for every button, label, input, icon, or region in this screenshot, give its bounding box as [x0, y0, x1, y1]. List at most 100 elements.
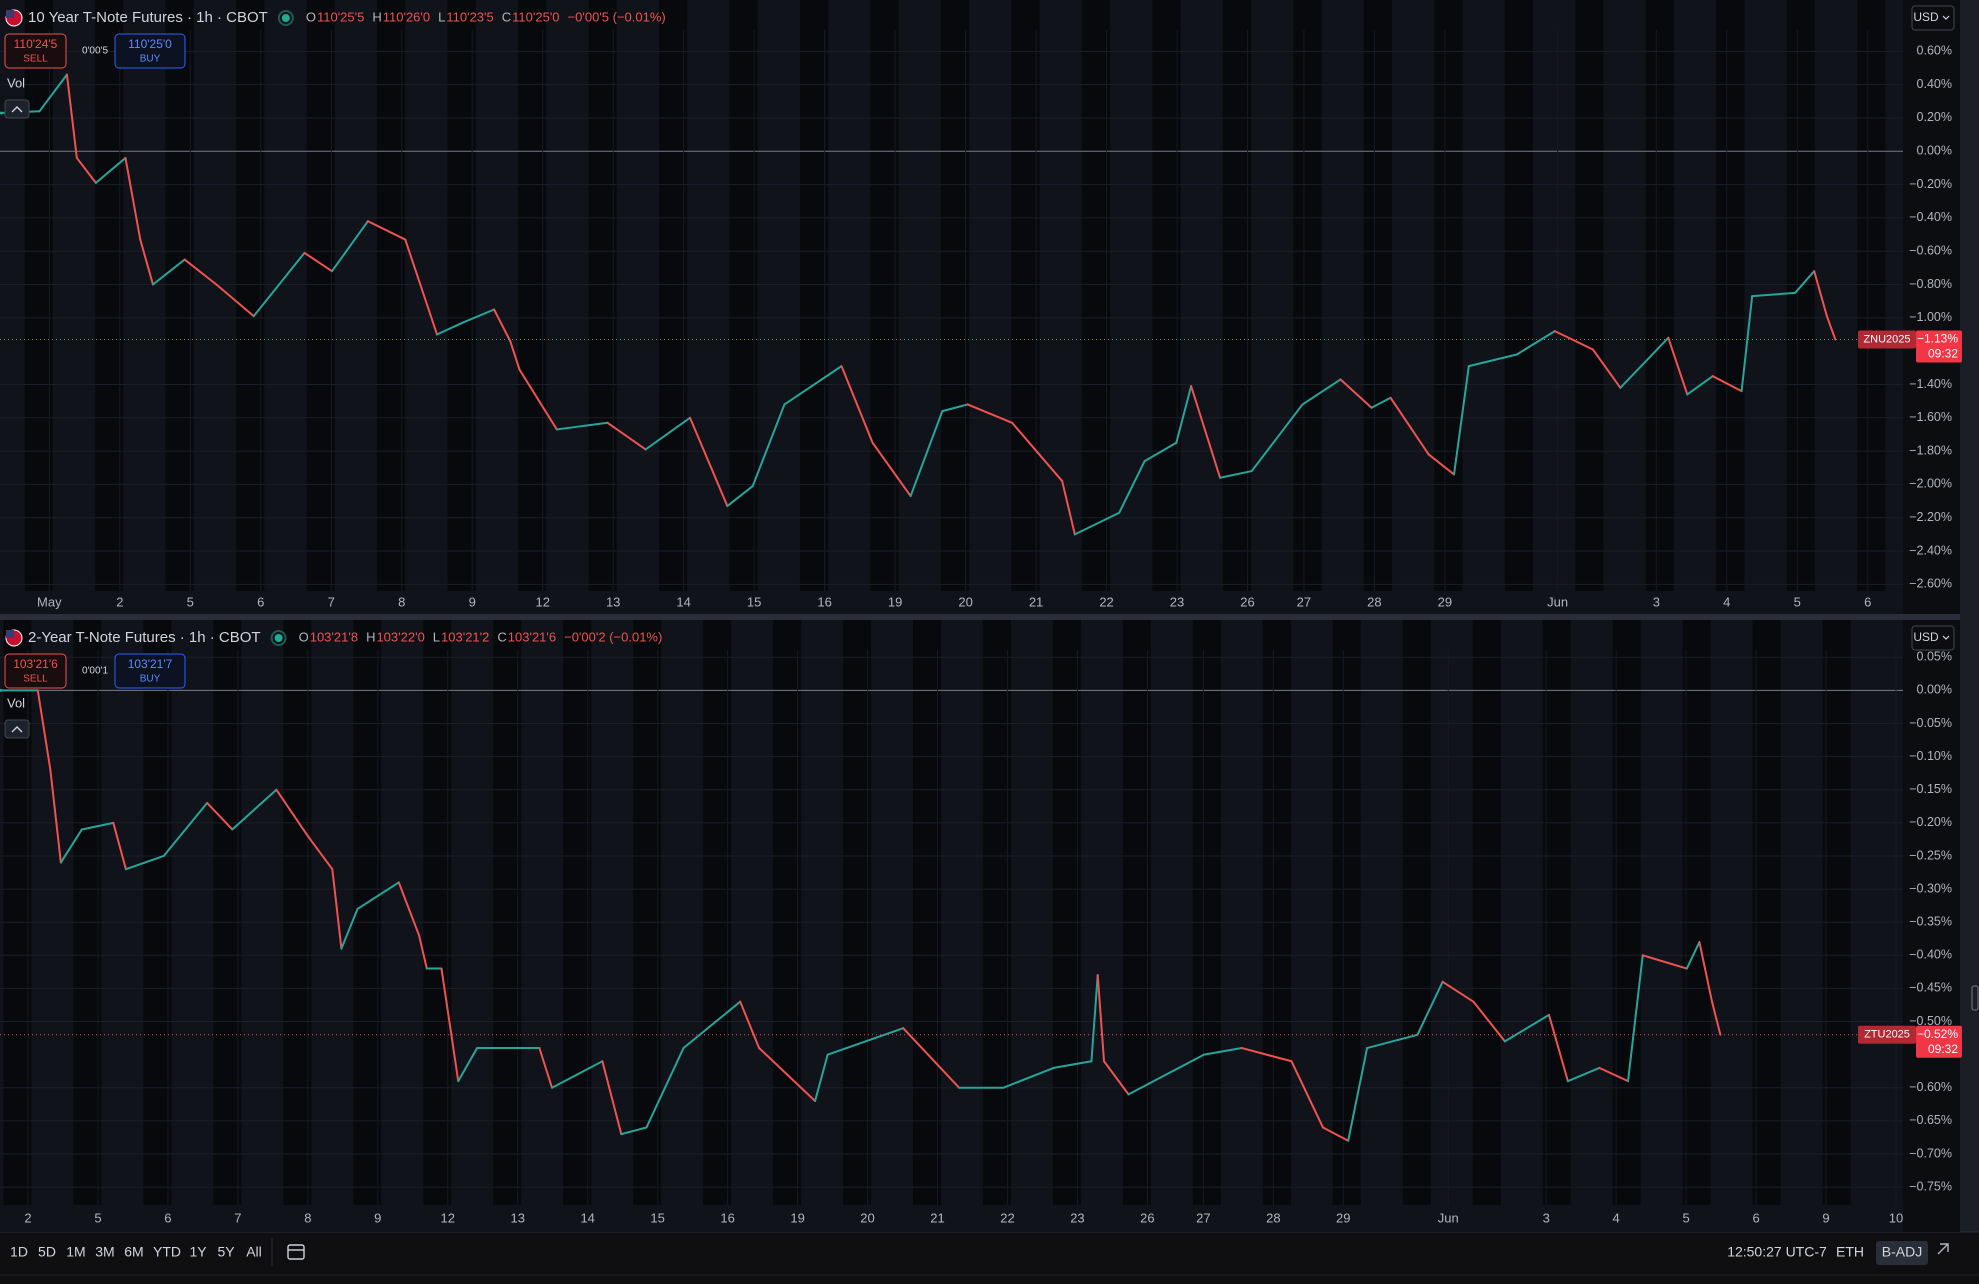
x-tick-label: 13	[510, 1210, 524, 1225]
adjustment-button[interactable]	[1876, 1241, 1928, 1265]
session-band	[1645, 0, 1674, 591]
session-band	[24, 0, 53, 591]
collapse-chevron	[11, 726, 23, 733]
price-segment	[183, 258, 218, 286]
status-dot	[274, 634, 283, 642]
y-tick-label: −0.45%	[1909, 981, 1952, 995]
expand-icon[interactable]	[1937, 1243, 1949, 1255]
price-segment	[1370, 396, 1392, 409]
symbol-title[interactable]: 2-Year T-Note Futures · 1h · CBOT	[28, 629, 261, 646]
collapse-button[interactable]	[4, 99, 30, 119]
price-segment	[1127, 1053, 1206, 1096]
x-tick-label: 29	[1336, 1210, 1350, 1225]
session-band	[1786, 0, 1815, 591]
collapse-button[interactable]	[4, 719, 30, 739]
session-band	[1192, 620, 1221, 1205]
price-segment	[1219, 470, 1253, 479]
range-button[interactable]: 6M	[124, 1244, 143, 1260]
price-segment	[1240, 1047, 1293, 1063]
bar-countdown: 09:32	[1928, 347, 1958, 361]
session-band	[1011, 0, 1040, 591]
x-tick-label: 3	[1543, 1210, 1550, 1225]
range-button[interactable]: 1M	[66, 1244, 85, 1260]
x-tick-label: 23	[1170, 594, 1184, 609]
session-band	[1752, 620, 1781, 1205]
session-band	[633, 620, 662, 1205]
x-tick-label: 7	[234, 1210, 241, 1225]
session-band	[283, 620, 312, 1205]
buy-price: 110'25'0	[128, 37, 172, 51]
adjustment-label[interactable]: B-ADJ	[1882, 1244, 1922, 1260]
y-tick-label: −0.40%	[1909, 210, 1952, 224]
price-segment	[330, 220, 369, 273]
range-button[interactable]: YTD	[153, 1244, 181, 1260]
range-button[interactable]: 3M	[95, 1244, 114, 1260]
buy-price: 103'21'7	[128, 657, 173, 671]
buy-button[interactable]	[114, 33, 186, 69]
price-segment	[440, 967, 460, 1083]
scroll-handle[interactable]	[1971, 985, 1979, 1011]
session-band	[95, 0, 124, 591]
price-segment	[1591, 348, 1622, 389]
symbol-tag-label: ZTU2025	[1864, 1029, 1910, 1041]
sell-price: 110'24'5	[14, 37, 58, 51]
price-segment	[682, 1000, 742, 1050]
flag-canton	[6, 630, 14, 638]
y-tick-label: −1.60%	[1909, 410, 1952, 424]
price-segment	[366, 220, 407, 241]
price-segment	[1366, 1033, 1419, 1050]
session-band	[1716, 0, 1745, 591]
sell-button[interactable]	[4, 653, 67, 689]
price-segment	[606, 421, 647, 451]
price-segment	[1175, 385, 1193, 444]
symbol-title[interactable]: 10 Year T-Note Futures · 1h · CBOT	[28, 9, 268, 26]
ohlc-value: 110'25'0	[512, 9, 559, 24]
range-button[interactable]: 5Y	[217, 1244, 235, 1260]
x-tick-label: 2	[116, 594, 123, 609]
pane	[0, 620, 1903, 1232]
x-tick-label: 9	[374, 1210, 381, 1225]
sell-button[interactable]	[4, 33, 67, 69]
price-segment	[1389, 396, 1430, 456]
x-tick-label: 19	[888, 594, 902, 609]
volume-label: Vol	[7, 75, 25, 90]
range-button[interactable]: 5D	[38, 1244, 56, 1260]
price-segment	[418, 934, 428, 970]
price-segment	[840, 365, 874, 444]
last-price-tag	[1916, 1025, 1962, 1058]
y-tick-label: −0.25%	[1909, 848, 1952, 862]
goto-date-icon[interactable]	[287, 1244, 305, 1260]
range-button[interactable]: 1Y	[189, 1244, 207, 1260]
session-toggle[interactable]: ETH	[1836, 1244, 1864, 1260]
session-band	[236, 0, 265, 591]
price-segment	[645, 1047, 685, 1129]
x-tick-label: 6	[164, 1210, 171, 1225]
buy-button[interactable]	[114, 653, 186, 689]
x-tick-label: 7	[328, 594, 335, 609]
currency-button[interactable]	[1911, 625, 1955, 651]
x-tick-label: 5	[1682, 1210, 1689, 1225]
price-segment	[404, 238, 438, 336]
price-segment	[206, 801, 234, 831]
price-segment	[751, 403, 786, 488]
price-segment	[1090, 974, 1099, 1063]
price-axis	[1903, 620, 1960, 1232]
currency-button[interactable]	[1911, 5, 1955, 31]
price-segment	[1103, 1060, 1130, 1096]
price-segment	[1061, 480, 1076, 536]
session-band	[1822, 620, 1851, 1205]
ohlc-value: 110'26'0	[383, 9, 430, 24]
x-tick-label: May	[37, 594, 62, 609]
price-segment	[814, 1053, 829, 1103]
x-tick-label: 4	[1613, 1210, 1620, 1225]
x-tick-label: 2	[24, 1210, 31, 1225]
symbol-tag	[1858, 1025, 1916, 1044]
x-tick-label: 15	[747, 594, 761, 609]
x-tick-label: 20	[860, 1210, 874, 1225]
symbol-tag-label: ZNU2025	[1863, 333, 1910, 345]
session-band	[799, 0, 829, 591]
range-button[interactable]: 1D	[10, 1244, 28, 1260]
range-button[interactable]: All	[246, 1244, 262, 1260]
session-band	[563, 620, 592, 1205]
y-tick-label: 0.20%	[1917, 110, 1952, 124]
